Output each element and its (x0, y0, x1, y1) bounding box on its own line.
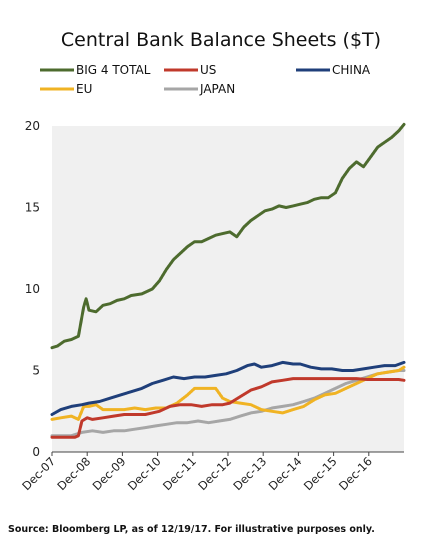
grid-hatching (52, 126, 404, 452)
y-tick-label: 0 (32, 445, 40, 459)
source-note: Source: Bloomberg LP, as of 12/19/17. Fo… (8, 524, 375, 535)
legend-label: US (200, 63, 216, 77)
y-tick-label: 20 (25, 119, 40, 133)
chart-legend: BIG 4 TOTAL US CHINA EU JAPAN (40, 63, 371, 96)
x-tick-label: Dec-10 (125, 454, 164, 493)
chart-title: Central Bank Balance Sheets ($T) (61, 29, 381, 51)
x-tick-label: Dec-12 (195, 454, 234, 493)
series-line-us (50, 377, 406, 439)
legend-item-us: US (164, 63, 216, 77)
y-tick-label: 15 (25, 201, 40, 215)
series-line-eu (50, 365, 406, 421)
series-line-japan (50, 369, 406, 438)
x-tick-label: Dec-15 (301, 454, 340, 493)
series-line-china (50, 360, 406, 416)
legend-label: EU (76, 82, 92, 96)
legend-label: CHINA (332, 63, 371, 77)
series-layer (50, 122, 406, 439)
y-axis: 0 5 10 15 20 (25, 119, 40, 459)
legend-item-japan: JAPAN (164, 82, 235, 96)
legend-label: JAPAN (199, 82, 235, 96)
x-tick-label: Dec-16 (336, 454, 375, 493)
x-tick-label: Dec-08 (54, 454, 93, 493)
legend-item-eu: EU (40, 82, 92, 96)
x-tick-label: Dec-09 (90, 454, 129, 493)
legend-label: BIG 4 TOTAL (76, 63, 151, 77)
x-tick-label: Dec-07 (19, 454, 58, 493)
x-tick-label: Dec-11 (160, 454, 199, 493)
y-tick-label: 5 (32, 364, 40, 378)
legend-item-big-4-total: BIG 4 TOTAL (40, 63, 151, 77)
legend-item-china: CHINA (296, 63, 371, 77)
series-line-big-4-total (50, 122, 406, 350)
x-tick-label: Dec-13 (230, 454, 269, 493)
x-tick-label: Dec-14 (266, 454, 305, 493)
x-axis: Dec-07Dec-08Dec-09Dec-10Dec-11Dec-12Dec-… (19, 451, 404, 493)
y-tick-label: 10 (25, 282, 40, 296)
